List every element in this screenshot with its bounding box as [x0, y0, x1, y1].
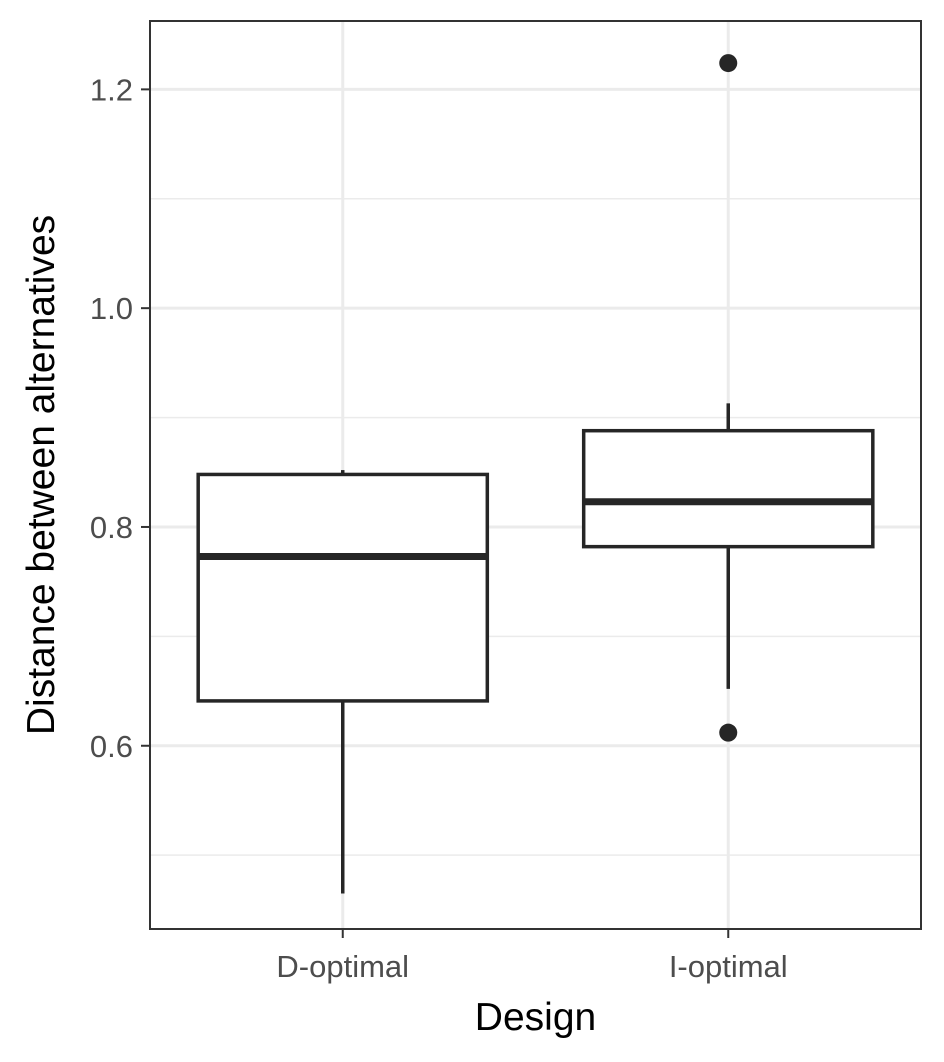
x-tick-label: I-optimal: [669, 949, 788, 984]
iqr-box: [581, 428, 875, 549]
box-d-optimal: [196, 470, 490, 894]
panel-border: [149, 20, 922, 930]
x-axis-title: Design: [475, 996, 596, 1039]
box-series: [196, 54, 875, 894]
outlier-point: [719, 54, 738, 73]
y-tick-label: 0.8: [90, 510, 133, 545]
y-axis-title: Distance between alternatives: [20, 215, 63, 735]
axes: 0.6 0.8 1.0 1.2 D-optimal I-optimal: [90, 72, 788, 984]
x-tick-label: D-optimal: [276, 949, 409, 984]
y-tick-label: 1.2: [90, 72, 133, 107]
outlier-point: [719, 723, 738, 742]
y-tick-label: 0.6: [90, 729, 133, 764]
box-i-optimal: [581, 54, 875, 742]
iqr-box: [196, 472, 490, 703]
y-tick-label: 1.0: [90, 291, 133, 326]
